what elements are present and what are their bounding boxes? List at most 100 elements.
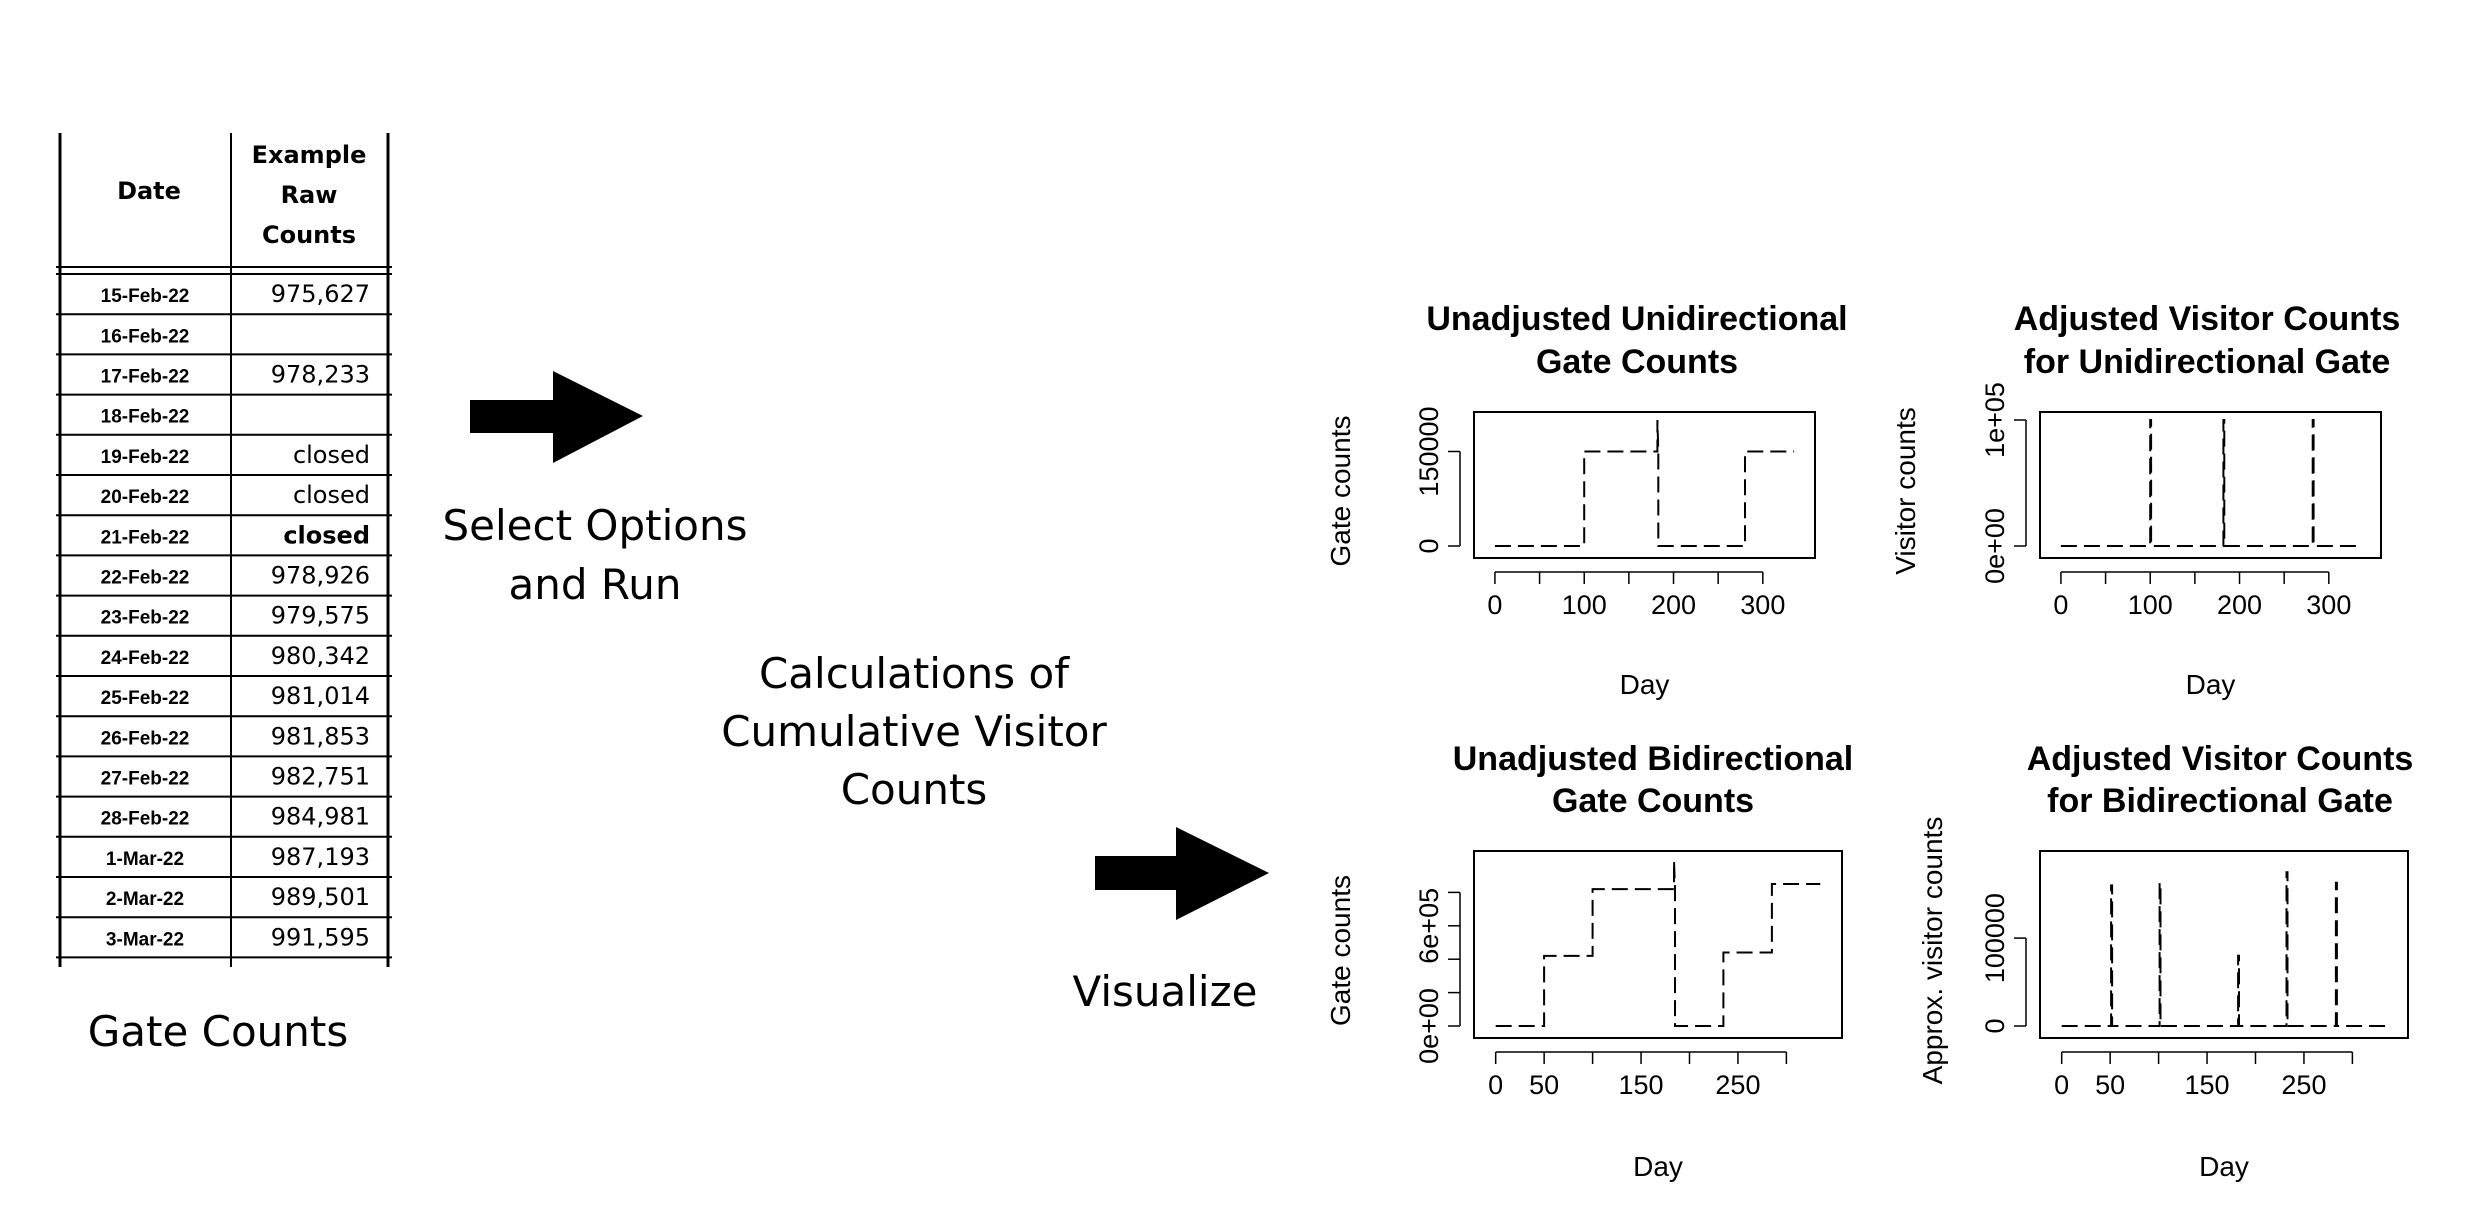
y-axis-label: Gate counts: [1325, 416, 1356, 567]
y-axis-label: Gate counts: [1325, 875, 1356, 1026]
series-line: [2060, 419, 2361, 547]
x-tick-label: 100: [1562, 590, 1607, 620]
table-cell-date: 17-Feb-22: [101, 367, 190, 388]
y-tick-label: 0e+00: [1414, 988, 1444, 1064]
plot-frame: [2039, 850, 2409, 1039]
table-cell-date: 1-Mar-22: [106, 849, 184, 870]
table-cell-date: 18-Feb-22: [101, 407, 190, 428]
table-cell-count: 978,233: [271, 361, 370, 389]
step-select-line-1: Select Options: [443, 501, 748, 550]
table-cell-date: 22-Feb-22: [101, 568, 190, 589]
table-cell-count: 981,853: [271, 722, 370, 750]
table-cell-date: 3-Mar-22: [106, 929, 184, 950]
table-cell-count: 982,751: [271, 763, 370, 791]
x-tick-label: 250: [2281, 1070, 2326, 1100]
series-line: [2061, 871, 2387, 1027]
x-tick-label: 250: [1715, 1070, 1760, 1100]
table-cell-date: 20-Feb-22: [101, 487, 190, 508]
x-tick-label: 50: [1529, 1070, 1559, 1100]
chart-title: Gate Counts: [1552, 782, 1754, 820]
table-header-date: Date: [117, 177, 181, 205]
x-tick-label: 100: [2128, 590, 2173, 620]
chart-1: Unadjusted Unidirectional Gate Counts 0 100…: [1325, 300, 1848, 700]
x-axis-label: Day: [2186, 669, 2236, 700]
table-cell-date: 25-Feb-22: [101, 688, 190, 709]
table-cell-count: 984,981: [271, 803, 370, 831]
table-cell-count: 989,501: [271, 883, 370, 911]
chart-title: Unadjusted Unidirectional: [1426, 300, 1847, 338]
series-line: [1495, 860, 1821, 1027]
x-tick-label: 0: [2054, 1070, 2069, 1100]
table-cell-date: 27-Feb-22: [101, 769, 190, 790]
table-cell-date: 19-Feb-22: [101, 447, 190, 468]
charts-panel: Unadjusted Unidirectional Gate Counts 0 100…: [1325, 300, 2413, 1182]
table-rows: 15-Feb-22 975,627 16-Feb-22 17-Feb-22 978,23…: [101, 280, 370, 951]
x-axis-label: Day: [1633, 1151, 1683, 1182]
arrow-right-icon: [1095, 827, 1269, 920]
table-cell-date: 23-Feb-22: [101, 608, 190, 629]
table-cell-count: 980,342: [271, 642, 370, 670]
table-cell-count: closed: [283, 521, 370, 549]
x-tick-label: 0: [1487, 590, 1502, 620]
plot-frame: [2039, 411, 2382, 559]
x-tick-label: 0: [1488, 1070, 1503, 1100]
table-cell-count: 981,014: [271, 682, 370, 710]
table-cell-date: 2-Mar-22: [106, 889, 184, 910]
y-tick-label: 6e+05: [1414, 888, 1444, 964]
chart-title: for Bidirectional Gate: [2047, 782, 2393, 820]
table-header-counts-3: Counts: [262, 221, 356, 249]
y-tick-label: 0e+00: [1980, 508, 2010, 584]
table-cell-count: 991,595: [271, 923, 370, 951]
table-cell-date: 28-Feb-22: [101, 809, 190, 830]
chart-3: Unadjusted Bidirectional Gate Counts 0 50 15…: [1325, 740, 1853, 1182]
x-tick-label: 200: [1651, 590, 1696, 620]
y-axis-label: Approx. visitor counts: [1917, 817, 1948, 1085]
x-tick-label: 0: [2053, 590, 2068, 620]
y-tick-label: 150000: [1414, 406, 1444, 496]
step-visualize: Visualize: [1073, 967, 1258, 1016]
y-tick-label: 100000: [1980, 893, 2010, 983]
table-cell-count: 978,926: [271, 562, 370, 590]
chart-4: Adjusted Visitor Counts for Bidirectional…: [1917, 740, 2413, 1182]
table-cell-count: closed: [293, 481, 370, 509]
y-tick-label: 0: [1414, 538, 1444, 553]
x-tick-label: 50: [2095, 1070, 2125, 1100]
table-cell-date: 21-Feb-22: [101, 527, 190, 548]
y-tick-label: 1e+05: [1980, 382, 2010, 458]
x-axis-label: Day: [1620, 669, 1670, 700]
step-select-line-2: and Run: [509, 560, 682, 609]
table-cell-date: 15-Feb-22: [101, 286, 190, 307]
table-header-counts-1: Example: [252, 141, 367, 169]
table-cell-count: closed: [293, 441, 370, 469]
table-cell-date: 26-Feb-22: [101, 728, 190, 749]
x-tick-label: 150: [2185, 1070, 2230, 1100]
table-cell-count: 987,193: [271, 843, 370, 871]
table-cell-count: 975,627: [271, 280, 370, 308]
x-tick-label: 300: [2306, 590, 2351, 620]
y-tick-label: 0: [1980, 1018, 2010, 1033]
series-line: [1494, 419, 1795, 547]
table-cell-date: 16-Feb-22: [101, 326, 190, 347]
step-calc-line-2: Cumulative Visitor: [721, 707, 1107, 756]
x-tick-label: 300: [1740, 590, 1785, 620]
chart-title: for Unidirectional Gate: [2024, 343, 2391, 381]
table-caption: Gate Counts: [88, 1007, 349, 1056]
step-calc-line-3: Counts: [841, 765, 988, 814]
table-cell-date: 24-Feb-22: [101, 648, 190, 669]
x-axis-label: Day: [2199, 1151, 2249, 1182]
chart-2: Adjusted Visitor Counts for Unidirectiona…: [1890, 300, 2400, 700]
x-tick-label: 200: [2217, 590, 2262, 620]
x-tick-label: 150: [1619, 1070, 1664, 1100]
chart-title: Adjusted Visitor Counts: [2014, 300, 2401, 338]
chart-title: Adjusted Visitor Counts: [2027, 740, 2414, 778]
raw-counts-table: [56, 133, 392, 967]
plot-frame: [1473, 411, 1816, 559]
step-calc-line-1: Calculations of: [759, 649, 1070, 698]
table-cell-count: 979,575: [271, 602, 370, 630]
arrow-right-icon: [470, 371, 643, 463]
y-axis-label: Visitor counts: [1890, 407, 1921, 575]
table-header-counts-2: Raw: [281, 181, 338, 209]
plot-frame: [1473, 850, 1843, 1039]
chart-title: Unadjusted Bidirectional: [1453, 740, 1854, 778]
